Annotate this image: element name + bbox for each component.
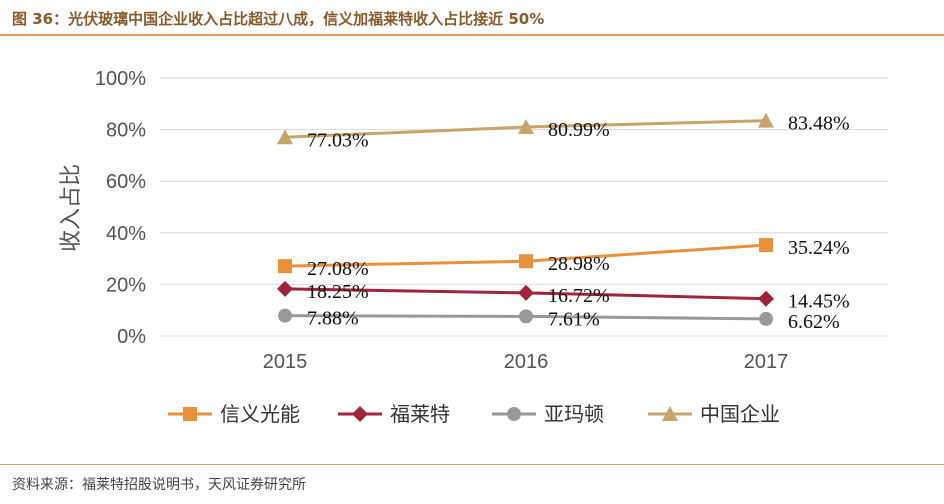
legend-label: 福莱特 (390, 402, 450, 426)
y-axis-label: 收入占比 (59, 164, 84, 252)
data-point (758, 112, 774, 128)
data-point (278, 259, 292, 274)
y-tick-label: 80% (106, 120, 146, 142)
data-label: 18.25% (307, 281, 369, 303)
legend-marker (507, 407, 521, 421)
y-tick-label: 60% (106, 171, 146, 193)
data-point (277, 129, 293, 145)
top-divider (0, 34, 944, 36)
data-labels: 27.08% 28.98% 35.24% 18.25% 16.72% 14.45% 7.88… (307, 113, 850, 333)
data-label: 77.03% (307, 129, 369, 151)
data-label: 27.08% (307, 258, 369, 280)
legend-label: 信义光能 (220, 402, 300, 426)
x-axis-ticks: 2015 2016 2017 (263, 351, 789, 373)
source-note: 资料来源：福莱特招股说明书，天风证券研究所 (12, 477, 306, 493)
data-point (759, 238, 773, 253)
y-tick-label: 0% (117, 326, 146, 348)
legend-marker (183, 407, 197, 421)
legend-label: 亚玛顿 (544, 402, 604, 426)
data-label: 83.48% (788, 113, 850, 135)
data-point (758, 290, 774, 307)
data-label: 7.61% (548, 308, 600, 330)
y-axis-ticks: 0% 20% 40% 60% 80% 100% (95, 68, 146, 348)
x-tick-label: 2017 (744, 351, 789, 373)
data-label: 35.24% (788, 237, 850, 259)
y-tick-label: 20% (106, 274, 146, 296)
y-tick-label: 100% (95, 68, 146, 90)
legend-marker (662, 406, 678, 421)
data-point (518, 119, 534, 135)
data-label: 16.72% (548, 285, 610, 307)
legend: 信义光能 福莱特 亚玛顿 中国企业 (168, 402, 780, 426)
bottom-divider (0, 464, 944, 465)
data-label: 80.99% (548, 119, 610, 141)
series-markers (277, 112, 774, 326)
legend-marker (352, 406, 368, 422)
data-point (278, 308, 292, 323)
data-point (277, 280, 293, 297)
data-point (519, 254, 533, 269)
data-point (519, 309, 533, 324)
line-chart: 0% 20% 40% 60% 80% 100% 2015 2016 2017 收入占比 27.… (59, 68, 888, 426)
data-label: 14.45% (788, 291, 850, 313)
figure-title: 图 36：光伏玻璃中国企业收入占比超过八成，信义加福莱特收入占比接近 50% (12, 10, 545, 28)
data-point (518, 284, 534, 301)
legend-label: 中国企业 (700, 402, 780, 426)
data-label: 28.98% (548, 253, 610, 275)
data-point (759, 311, 773, 326)
x-tick-label: 2016 (504, 351, 549, 373)
x-tick-label: 2015 (263, 351, 308, 373)
data-label: 6.62% (788, 311, 840, 333)
data-label: 7.88% (307, 308, 359, 330)
y-tick-label: 40% (106, 223, 146, 245)
